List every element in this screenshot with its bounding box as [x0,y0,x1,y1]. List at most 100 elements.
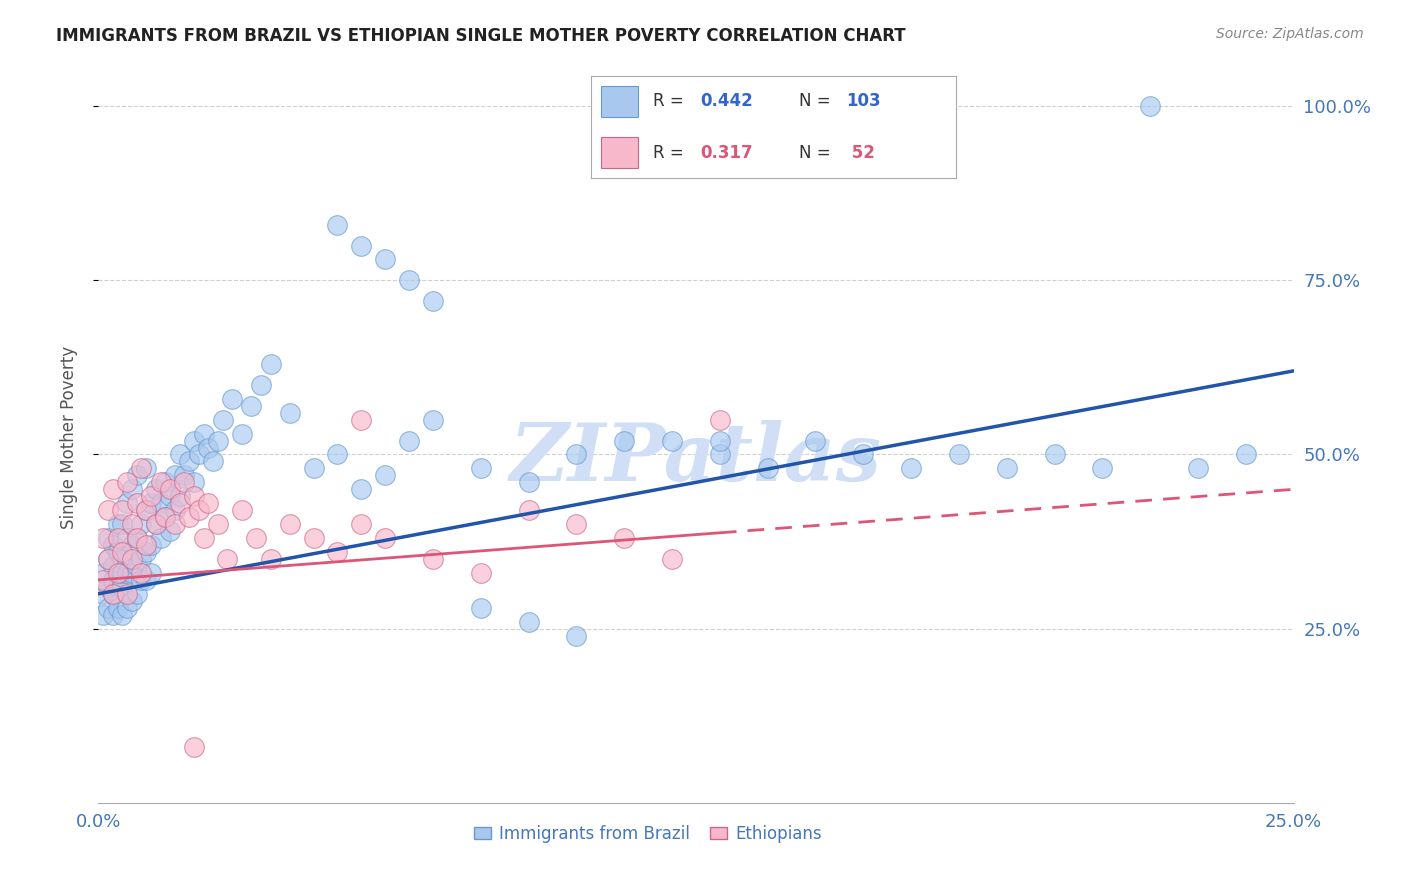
Point [804,434,827,448]
Point [517,615,540,629]
Point [97,552,120,566]
Point [135,461,157,475]
Point [101,587,124,601]
Point [183,740,205,755]
Point [121,538,143,552]
Point [115,475,138,490]
Text: N =: N = [799,93,835,111]
Point [135,538,157,552]
Point [193,531,215,545]
Point [125,558,148,573]
Text: 103: 103 [846,93,882,111]
Point [115,496,138,510]
Point [125,587,148,601]
Point [121,552,143,566]
Point [131,566,153,580]
Point [231,503,253,517]
Text: Source: ZipAtlas.com: Source: ZipAtlas.com [1216,27,1364,41]
Point [149,531,172,545]
Bar [602,137,638,168]
Point [145,483,167,497]
Point [565,448,588,462]
Point [107,600,129,615]
Point [139,496,162,510]
Point [155,475,177,490]
Point [97,580,120,594]
Point [302,531,325,545]
Point [111,566,134,580]
Point [1091,461,1114,475]
Point [111,580,134,594]
Point [187,503,209,517]
Point [1187,461,1209,475]
Point [350,517,373,532]
Point [179,510,201,524]
Point [121,594,143,608]
Point [97,552,120,566]
Point [709,448,731,462]
Point [517,475,540,490]
Point [207,517,229,532]
Point [565,517,588,532]
Point [278,406,301,420]
Point [115,566,138,580]
Point [202,454,225,468]
Point [565,629,588,643]
Point [111,517,134,532]
Point [326,218,349,232]
Point [101,558,124,573]
Text: 52: 52 [846,144,876,161]
Point [115,587,138,601]
Point [169,448,191,462]
Point [131,461,153,475]
Point [709,412,731,426]
Text: ZIPatlas: ZIPatlas [510,420,882,498]
Point [111,503,134,517]
Point [101,538,124,552]
Point [115,531,138,545]
Point [398,273,420,287]
Point [91,531,114,545]
Point [125,531,148,545]
Point [131,552,153,566]
Point [155,510,177,524]
Point [159,489,181,503]
Point [121,566,143,580]
Point [350,483,373,497]
Point [101,587,124,601]
Point [374,468,396,483]
Point [131,517,153,532]
Point [125,468,148,483]
Point [101,483,124,497]
Point [107,566,129,580]
Point [187,448,209,462]
Point [183,434,205,448]
Point [302,461,325,475]
Point [259,357,281,371]
Point [107,545,129,559]
Y-axis label: Single Mother Poverty: Single Mother Poverty [59,345,77,529]
Point [125,496,148,510]
Point [91,587,114,601]
Point [350,412,373,426]
Point [278,517,301,532]
Point [135,545,157,559]
Point [169,489,191,503]
Point [613,434,636,448]
Point [1234,448,1257,462]
Text: N =: N = [799,144,835,161]
Point [107,531,129,545]
Point [398,434,420,448]
Point [131,573,153,587]
Point [422,294,444,309]
Point [193,426,215,441]
Text: R =: R = [652,144,689,161]
Point [169,496,191,510]
Point [101,573,124,587]
Point [470,566,492,580]
Point [139,538,162,552]
Point [97,600,120,615]
Point [613,531,636,545]
Bar [602,87,638,117]
Point [125,531,148,545]
